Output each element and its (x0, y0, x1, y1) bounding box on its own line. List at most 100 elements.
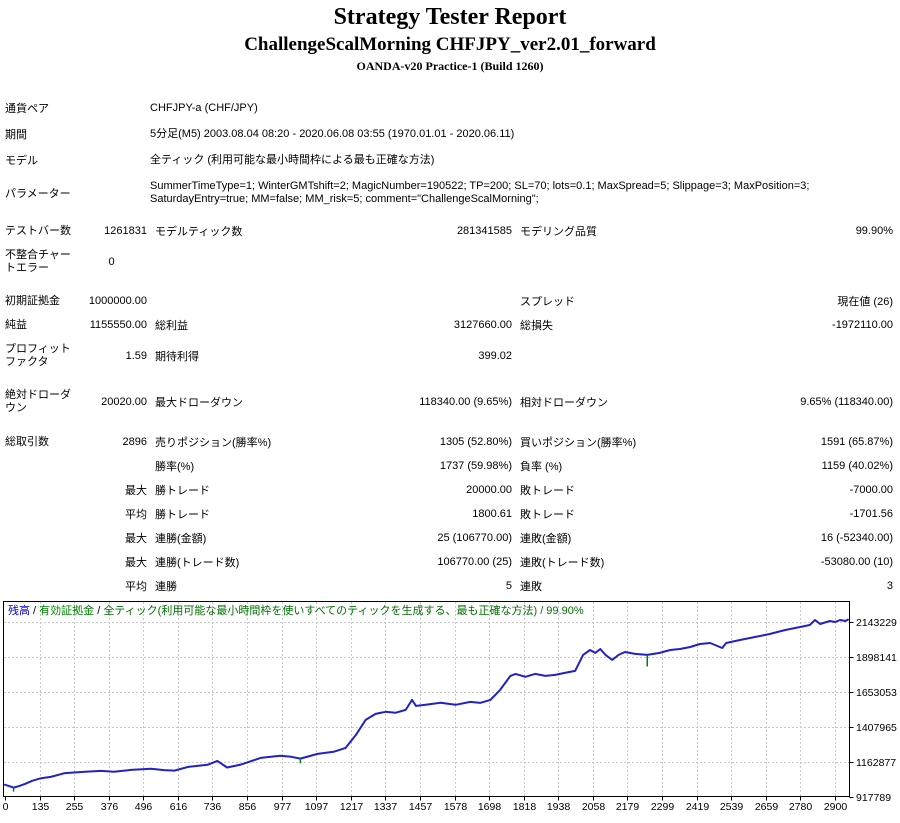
stat-value: 1.59 (125, 350, 147, 362)
stat-label: モデルティック数 (155, 226, 243, 238)
x-tick-label: 2299 (651, 801, 675, 813)
stat-row: 平均 勝トレード 1800.61 敗トレード -1701.56 (0, 502, 900, 526)
stat-value: 20000.00 (466, 484, 512, 496)
x-tick-label: 2900 (824, 801, 848, 813)
info-value: 5分足(M5) 2003.08.04 08:20 - 2020.06.08 03… (150, 127, 515, 140)
stats-spacer (0, 281, 900, 289)
info-label: 期間 (5, 129, 27, 141)
stat-label: 連勝(金額) (155, 533, 207, 545)
stat-label: スプレッド (520, 296, 575, 308)
x-tick-label: 2539 (720, 801, 744, 813)
stat-row: 勝率(%) 1737 (59.98%) 負率 (%) 1159 (40.02%) (0, 454, 900, 478)
x-tick-label: 1337 (374, 801, 398, 813)
info-label: パラメーター (5, 187, 71, 200)
stat-value: 5 (505, 580, 512, 592)
plot-border (3, 601, 850, 797)
stat-label: 純益 (5, 318, 27, 331)
stat-label: プロフィットファクタ (5, 343, 71, 368)
stat-label: 連敗 (520, 581, 542, 593)
stat-value: 現在値 (26) (837, 296, 893, 308)
stat-label: 総利益 (155, 320, 188, 332)
info-row: 通貨ペア CHFJPY-a (CHF/JPY) (0, 95, 900, 121)
stats-spacer (0, 421, 900, 430)
stat-row: 不整合チャートエラー 0 (0, 243, 900, 281)
stat-value: 平均 (125, 581, 147, 593)
legend-balance-label: 残高 (8, 605, 30, 617)
stat-label: 連敗(金額) (520, 533, 572, 545)
stat-value: 106770.00 (25) (437, 556, 512, 568)
stat-row: 総取引数 2896 売りポジション(勝率%) 1305 (52.80%) 買いポジション… (0, 430, 900, 454)
stat-value: 3127660.00 (453, 319, 512, 331)
stat-label: 連敗(トレード数) (520, 557, 605, 569)
y-tick-label: 1898141 (856, 652, 897, 664)
stat-label: 絶対ドローダウン (5, 389, 71, 414)
stat-row: プロフィットファクタ 1.59 期待利得 399.02 (0, 337, 900, 375)
info-row: パラメーター SummerTimeType=1; WinterGMTshift=2… (0, 173, 900, 212)
stat-value: 最大 (125, 485, 147, 497)
x-tick-label: 856 (239, 801, 257, 813)
stat-value: 最大 (125, 557, 147, 569)
x-tick-label: 977 (274, 801, 292, 813)
x-tick-label: 0 (3, 801, 9, 813)
stat-row: 初期証拠金 1000000.00 スプレッド 現在値 (26) (0, 289, 900, 313)
balance-chart: 0 135 255 376 496 616 736 856 977 1097 1217 1337 145… (0, 595, 900, 823)
stat-value: 9.65% (118340.00) (800, 396, 893, 408)
stat-value: 20020.00 (101, 396, 147, 408)
stat-value: 25 (106770.00) (437, 532, 512, 544)
legend-separator: / (94, 605, 104, 617)
stat-row: 絶対ドローダウン 20020.00 最大ドローダウン 118340.00 (9.65%… (0, 383, 900, 421)
stat-label: 連勝 (155, 581, 177, 593)
x-tick-label: 255 (66, 801, 84, 813)
info-table: 通貨ペア CHFJPY-a (CHF/JPY) 期間 5分足(M5) 2003.08.… (0, 95, 900, 212)
stat-label: 勝トレード (155, 485, 210, 497)
x-tick-label: 2659 (755, 801, 779, 813)
stat-label: 相対ドローダウン (520, 397, 608, 409)
stat-value: 1155550.00 (89, 319, 147, 331)
x-tick-label: 2419 (686, 801, 710, 813)
x-tick-label: 1217 (340, 801, 364, 813)
stat-value: 3 (886, 580, 893, 592)
strategy-name: ChallengeScalMorning CHFJPY_ver2.01_forw… (244, 34, 656, 55)
stat-value: 1261831 (104, 225, 147, 237)
stat-label: 最大ドローダウン (155, 397, 243, 409)
stat-value: 平均 (125, 509, 147, 521)
stat-label: テストバー数 (5, 224, 71, 237)
balance-chart-svg: 0 135 255 376 496 616 736 856 977 1097 1217 1337 145… (3, 601, 897, 813)
legend-method-quality: 全ティック(利用可能な最小時間枠を使いすべてのティックを生成する、最も正確な方法… (103, 605, 584, 617)
x-tick-label: 496 (135, 801, 153, 813)
legend-equity-label: 有効証拠金 (39, 605, 95, 617)
server-build: OANDA-v20 Practice-1 (Build 1260) (356, 59, 544, 73)
stat-value: 1000000.00 (88, 295, 147, 307)
info-label: モデル (5, 155, 38, 167)
stat-row: テストバー数 1261831 モデルティック数 281341585 モデリング品質 99.… (0, 219, 900, 243)
stat-value: 0 (108, 256, 115, 268)
stat-value: 16 (-52340.00) (820, 532, 893, 544)
y-tick-label: 1162877 (856, 757, 896, 769)
stat-value: 118340.00 (9.65%) (419, 396, 512, 408)
stat-value: 1305 (52.80%) (439, 436, 512, 448)
x-tick-label: 1457 (409, 801, 433, 813)
report-header: Strategy Tester Report ChallengeScalMorn… (0, 2, 900, 74)
stat-value: 1159 (40.02%) (821, 460, 893, 472)
stat-value: -1701.56 (849, 508, 893, 520)
x-tick-label: 2058 (582, 801, 606, 813)
y-tick-label: 1407965 (856, 722, 897, 734)
x-tick-label: 1818 (513, 801, 537, 813)
x-tick-label: 1578 (444, 801, 468, 813)
stat-label: 売りポジション(勝率%) (155, 437, 272, 449)
y-tick-label: 2143229 (856, 617, 897, 629)
y-tick-label: 1653053 (856, 687, 897, 699)
chart-legend: 残高 / 有効証拠金 / 全ティック(利用可能な最小時間枠を使いすべてのティック… (8, 602, 584, 618)
stat-label: 連勝(トレード数) (155, 557, 240, 569)
x-tick-label: 736 (204, 801, 222, 813)
x-tick-label: 135 (32, 801, 50, 813)
x-tick-label: 2780 (789, 801, 813, 813)
stat-label: 買いポジション(勝率%) (520, 437, 637, 449)
info-value: 全ティック (利用可能な最小時間枠による最も正確な方法) (150, 153, 435, 166)
stat-label: 総取引数 (5, 435, 49, 448)
x-tick-label: 1097 (305, 801, 329, 813)
stat-value: 1591 (65.87%) (820, 436, 893, 448)
stat-label: 勝トレード (155, 509, 210, 521)
stat-label: 期待利得 (155, 351, 199, 363)
stat-value: -1972110.00 (832, 319, 893, 331)
